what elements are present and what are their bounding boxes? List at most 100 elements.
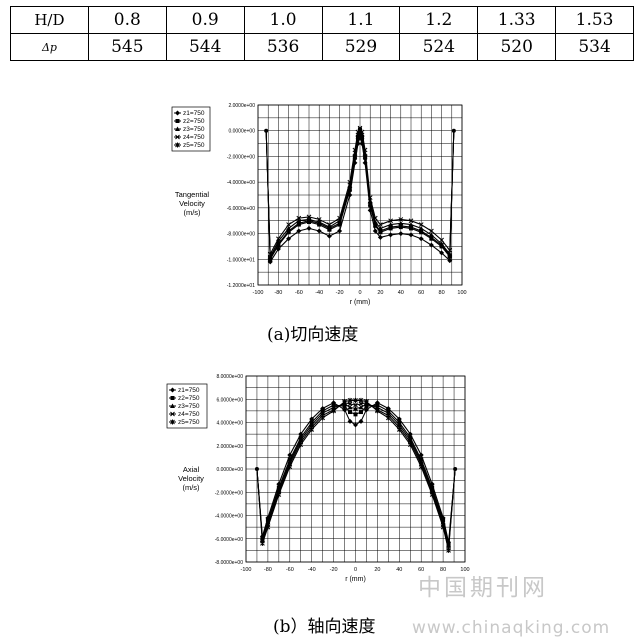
data-point: [353, 397, 358, 403]
data-point: [429, 234, 434, 240]
y-axis-label: Axial: [183, 465, 200, 474]
legend-label: z2=750: [178, 395, 200, 402]
legend-label: z1=750: [178, 387, 200, 394]
end-segment: [265, 130, 271, 259]
data-point: [337, 220, 342, 226]
data-point: [276, 241, 281, 247]
data-point: [347, 397, 353, 403]
x-tick-label: -100: [252, 290, 263, 296]
table-cell: 545: [87, 33, 167, 61]
y-tick-label: 2.0000e+00: [216, 444, 243, 450]
parameter-table: H/D 0.8 0.9 1.0 1.1 1.2 1.33 1.53 Δp 545…: [10, 6, 634, 61]
data-point: [320, 415, 326, 421]
data-point: [337, 228, 343, 234]
data-point: [357, 128, 363, 134]
data-point: [364, 399, 369, 405]
data-point: [358, 404, 364, 410]
data-point: [316, 217, 322, 222]
legend-marker: [170, 419, 175, 425]
data-point: [367, 201, 373, 207]
x-tick-label: -60: [295, 290, 303, 296]
x-tick-label: 100: [457, 290, 466, 296]
data-point: [362, 153, 368, 159]
data-point: [316, 220, 322, 226]
x-tick-label: -100: [240, 567, 251, 573]
data-point: [347, 404, 353, 410]
data-point: [358, 401, 364, 407]
legend-marker: [175, 126, 180, 131]
data-point: [347, 401, 353, 407]
data-point: [275, 246, 281, 252]
table-cell: 0.8: [87, 6, 167, 34]
y-tick-label: -6.0000e+00: [227, 206, 255, 212]
x-tick-label: 0: [358, 290, 361, 296]
y-tick-label: -2.0000e+00: [227, 154, 255, 160]
table-cell: 1.53: [555, 6, 634, 34]
y-tick-label: -1.0000e+01: [227, 257, 255, 263]
table-cell: 536: [243, 33, 323, 61]
row-header-hd: H/D: [10, 6, 89, 34]
legend-marker: [175, 142, 180, 148]
data-point: [364, 404, 369, 409]
x-tick-label: 20: [377, 290, 383, 296]
data-point: [327, 225, 332, 231]
data-point: [296, 220, 302, 226]
data-point: [276, 492, 282, 498]
y-axis-label: Velocity: [179, 199, 205, 208]
end-segment: [448, 468, 456, 551]
legend-label: z5=750: [178, 419, 200, 426]
data-point: [353, 412, 358, 417]
table-cell: 1.2: [399, 6, 479, 34]
x-axis-label: r (mm): [345, 576, 366, 583]
x-tick-label: 0: [354, 567, 357, 573]
data-point: [326, 233, 332, 239]
x-tick-label: 40: [396, 567, 402, 573]
data-point: [358, 410, 363, 415]
data-point: [352, 153, 358, 159]
legend-label: z3=750: [183, 126, 205, 133]
data-point: [398, 217, 404, 222]
data-point: [286, 228, 291, 234]
x-tick-label: -40: [308, 567, 316, 573]
x-tick-label: 80: [439, 290, 445, 296]
data-point: [378, 228, 383, 234]
data-point: [398, 231, 404, 237]
end-point: [451, 128, 456, 133]
data-point: [355, 134, 361, 140]
data-point: [353, 406, 358, 411]
caption-tangential: (a)切向速度: [267, 325, 359, 345]
y-tick-label: -6.0000e+00: [215, 537, 243, 543]
data-point: [396, 416, 402, 422]
table-cell: 544: [165, 33, 245, 61]
data-point: [331, 408, 336, 414]
data-point: [306, 218, 312, 224]
x-tick-label: -40: [315, 290, 323, 296]
y-tick-label: 6.0000e+00: [216, 397, 243, 403]
data-point: [363, 407, 369, 413]
row-header-dp: Δp: [10, 33, 89, 61]
legend-marker: [175, 119, 180, 123]
axial-velocity-chart: -100 -80 -60 -40 -20 0 20 40 60 80 100 8.0000e+00 6.…: [166, 374, 470, 583]
data-point: [358, 418, 364, 424]
y-axis-label: Tangential: [175, 190, 210, 199]
data-point: [342, 404, 347, 409]
data-point: [296, 228, 302, 234]
data-point: [439, 250, 445, 256]
data-point: [408, 218, 414, 224]
legend-label: z1=750: [183, 110, 205, 117]
data-point: [388, 218, 393, 224]
legend-marker: [170, 403, 175, 408]
x-tick-label: 40: [398, 290, 404, 296]
data-point: [372, 222, 378, 228]
table-cell: 0.9: [165, 6, 245, 34]
x-tick-label: 60: [418, 567, 424, 573]
y-axis-label: Velocity: [178, 474, 204, 483]
data-point: [286, 236, 292, 242]
data-point: [306, 225, 312, 231]
data-point: [306, 214, 312, 220]
x-tick-label: -20: [330, 567, 338, 573]
y-tick-label: 0.0000e+00: [228, 129, 255, 135]
data-point: [440, 524, 446, 530]
caption-axial: (b）轴向速度: [273, 617, 376, 637]
data-point: [407, 442, 413, 448]
